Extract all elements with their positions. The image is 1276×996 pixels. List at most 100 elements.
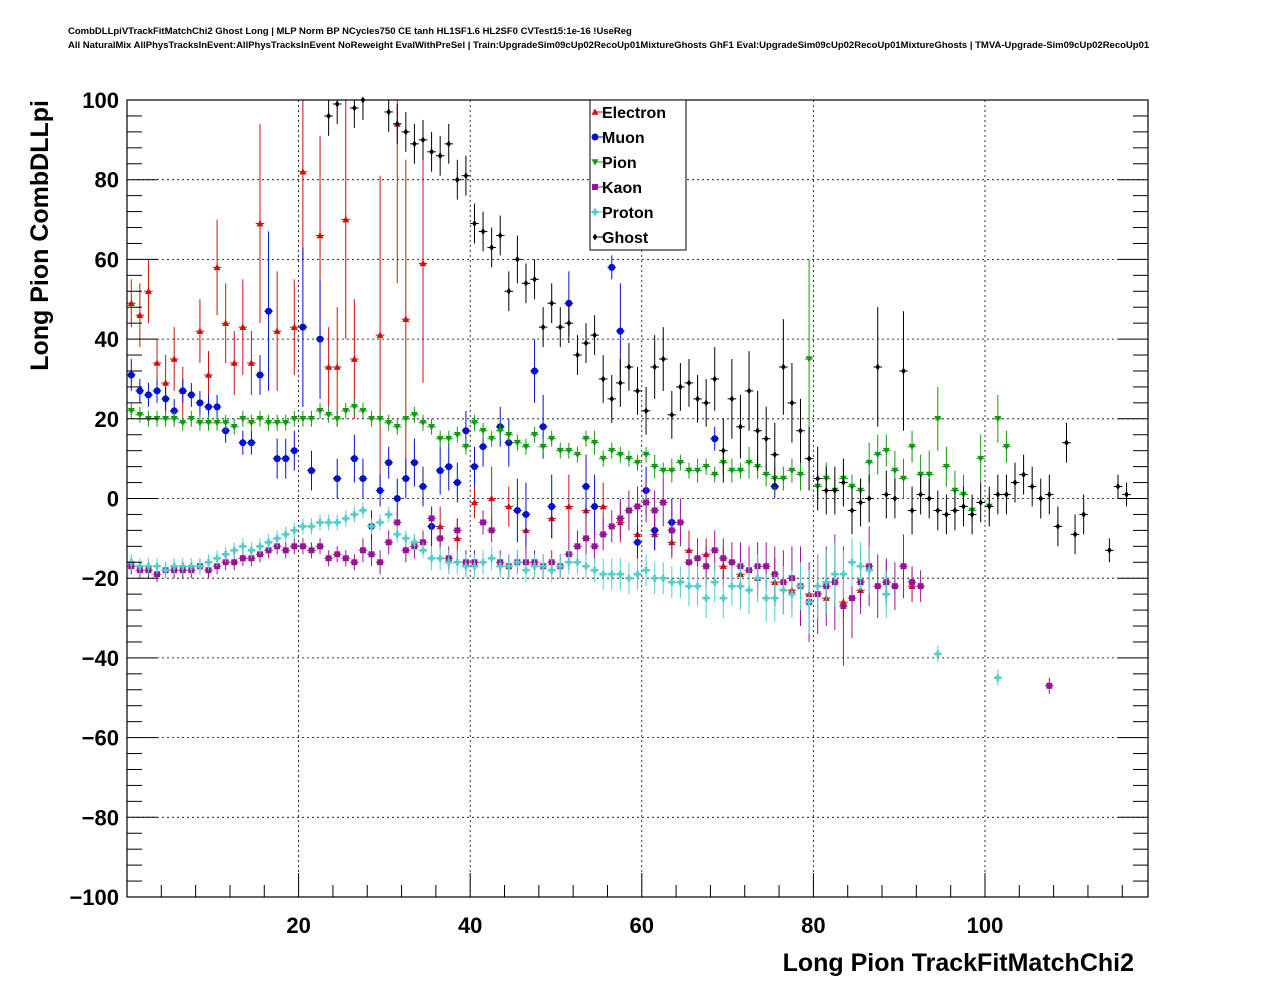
data-point <box>444 442 454 491</box>
data-point-marker <box>944 510 949 518</box>
data-point-marker <box>496 427 504 435</box>
data-point <box>796 458 805 491</box>
data-point-marker <box>127 371 135 379</box>
legend-label: Ghost <box>602 230 649 247</box>
data-point-marker <box>573 451 581 459</box>
data-point-marker <box>325 518 333 526</box>
data-point <box>727 359 737 439</box>
data-point <box>839 550 848 599</box>
data-point <box>761 574 771 623</box>
data-point <box>650 335 659 399</box>
data-point <box>367 542 376 567</box>
data-point-marker <box>952 506 958 514</box>
data-point-marker <box>470 498 478 506</box>
data-point <box>753 554 762 603</box>
data-point <box>736 562 745 611</box>
data-point-marker <box>376 487 384 495</box>
data-point-marker <box>591 208 599 216</box>
data-point <box>341 100 351 340</box>
data-point-marker <box>934 650 942 658</box>
data-point-marker <box>1072 530 1078 538</box>
data-point-marker <box>196 562 204 570</box>
data-point <box>616 359 625 407</box>
data-point <box>701 578 711 619</box>
data-point-marker <box>394 120 400 128</box>
data-point <box>341 510 351 527</box>
data-point-marker <box>866 495 872 502</box>
legend-label: Electron <box>602 105 666 122</box>
data-point-marker <box>239 542 247 550</box>
data-point-marker <box>325 412 333 419</box>
data-point-marker <box>316 518 324 526</box>
data-point-marker <box>265 538 273 546</box>
data-point-marker <box>832 487 838 495</box>
data-point <box>598 450 608 467</box>
data-point-marker <box>144 562 152 570</box>
data-point <box>761 406 771 471</box>
data-point-marker <box>616 327 624 335</box>
data-point <box>195 390 205 415</box>
data-point <box>555 442 565 459</box>
data-point <box>453 426 462 443</box>
data-point-marker <box>849 595 855 602</box>
data-point-marker <box>566 319 572 327</box>
data-point-marker <box>488 495 496 502</box>
data-point <box>513 550 522 575</box>
data-point <box>487 518 496 543</box>
data-point-marker <box>814 582 822 590</box>
data-point-marker <box>359 475 367 483</box>
x-tick-label: 40 <box>458 913 482 938</box>
data-point-marker <box>402 547 409 554</box>
data-point-marker <box>917 583 924 590</box>
data-point-marker <box>436 467 444 475</box>
data-point <box>487 430 496 447</box>
data-point <box>616 446 625 463</box>
data-point-marker <box>805 598 813 606</box>
data-point-marker <box>505 562 513 570</box>
data-point-marker <box>256 542 264 550</box>
data-point <box>461 438 471 455</box>
data-point <box>555 307 565 348</box>
data-point <box>290 430 299 471</box>
data-point-marker <box>273 419 281 427</box>
data-point <box>375 410 385 427</box>
data-point-marker <box>523 279 529 287</box>
data-point <box>324 514 333 531</box>
data-point-marker <box>676 578 684 586</box>
data-point <box>796 398 805 463</box>
data-point-marker <box>376 416 384 423</box>
data-point <box>161 386 170 411</box>
data-point-marker <box>420 136 426 144</box>
data-point-marker <box>299 522 307 530</box>
data-point-marker <box>368 551 375 558</box>
series-ghost <box>324 96 1131 563</box>
data-point <box>332 307 342 427</box>
data-point <box>453 462 462 503</box>
data-point-marker <box>488 435 496 443</box>
data-point-marker <box>686 559 692 566</box>
data-point <box>744 566 754 615</box>
data-point-marker <box>711 547 718 554</box>
data-point-marker <box>393 530 401 538</box>
data-point-marker <box>317 543 324 550</box>
data-point-marker <box>822 578 830 586</box>
legend: Electron Muon Pion Kaon Proton Ghost <box>589 99 687 251</box>
data-point <box>804 426 814 491</box>
data-point-marker <box>1047 491 1052 499</box>
data-point-marker <box>522 443 530 451</box>
series-layer <box>127 96 1131 694</box>
data-point <box>135 283 145 348</box>
data-point-marker <box>839 570 847 578</box>
data-point <box>427 546 436 571</box>
data-point <box>264 414 273 431</box>
data-point-marker <box>762 594 770 602</box>
data-point <box>513 434 522 451</box>
data-point-marker <box>153 359 161 366</box>
data-point-marker <box>977 455 985 463</box>
data-point-marker <box>746 387 752 395</box>
data-point-marker <box>531 562 539 570</box>
data-point-marker <box>668 527 675 534</box>
data-point-marker <box>256 220 264 227</box>
data-point-marker <box>668 578 676 586</box>
data-point <box>779 566 788 615</box>
